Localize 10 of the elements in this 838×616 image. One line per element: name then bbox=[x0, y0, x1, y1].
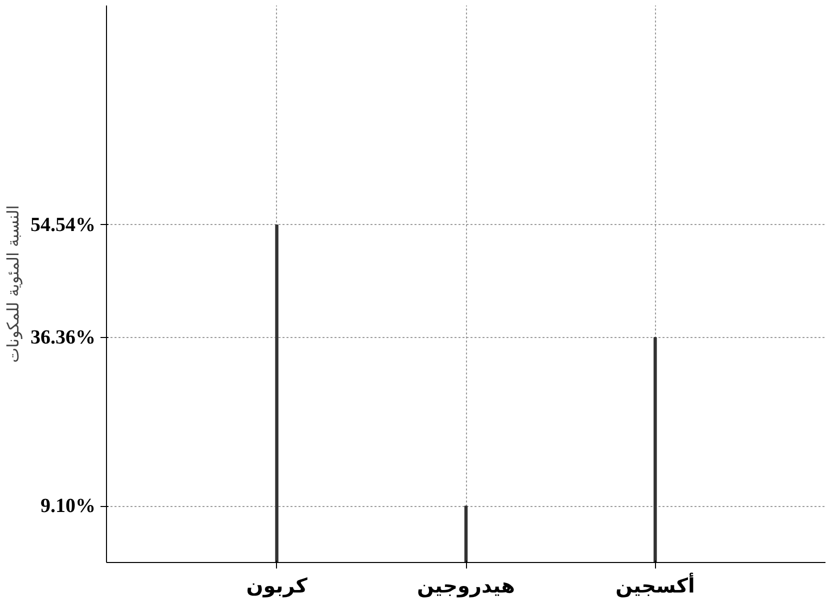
x-tick-label: كربون bbox=[246, 574, 308, 598]
bar bbox=[464, 506, 468, 562]
bar bbox=[275, 224, 278, 562]
y-axis-title: النسبة المئوية للمكونات bbox=[4, 205, 22, 363]
y-tick-label: 54.54% bbox=[30, 214, 96, 236]
bar bbox=[654, 336, 657, 562]
y-tick-label: 36.36% bbox=[30, 326, 96, 348]
x-tick-label: أكسجين bbox=[616, 572, 695, 598]
y-tick-label: 9.10% bbox=[40, 495, 96, 518]
x-tick-label: هيدروجين bbox=[416, 574, 516, 598]
